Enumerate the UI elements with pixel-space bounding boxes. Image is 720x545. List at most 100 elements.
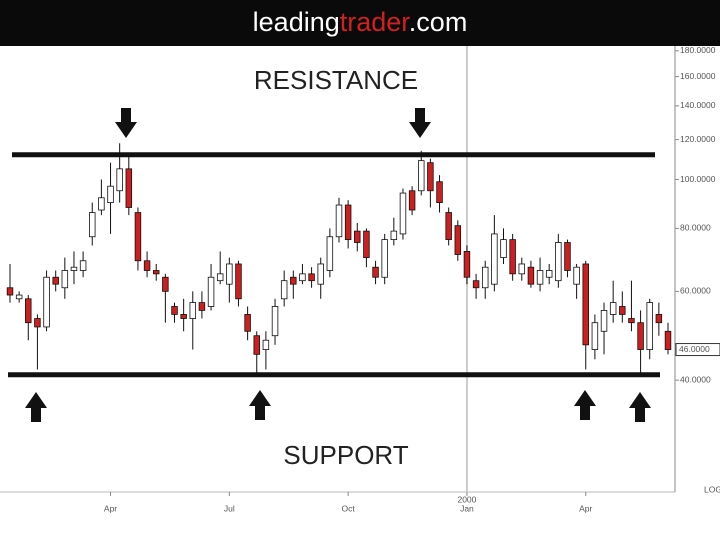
candle-body	[445, 212, 452, 241]
x-tick-label: Jul	[224, 503, 235, 513]
candle-body	[235, 263, 242, 300]
candle-body	[244, 314, 251, 332]
candle-body	[290, 276, 297, 285]
up-arrow	[629, 392, 651, 422]
candle-body	[25, 298, 32, 324]
y-tick-label: 80.0000	[680, 223, 711, 233]
brand-part: trader	[340, 7, 411, 37]
scale-label: LOG	[704, 484, 720, 494]
candle-body	[372, 266, 379, 278]
y-tick-label: 100.0000	[680, 174, 716, 184]
y-tick-label: 160.0000	[680, 71, 716, 81]
last-price-label: 46.0000	[679, 344, 710, 354]
candle-body	[500, 239, 507, 259]
candle-body	[427, 162, 434, 192]
y-tick-label: 120.0000	[680, 134, 716, 144]
candle-body	[143, 260, 151, 271]
candle-body	[308, 273, 315, 282]
candle-body	[70, 266, 78, 271]
candle-body	[116, 168, 123, 192]
candle-body	[363, 230, 370, 259]
header-bar	[0, 0, 720, 46]
candle-body	[481, 266, 489, 289]
up-arrow	[25, 392, 47, 422]
level-label: SUPPORT	[283, 440, 408, 470]
x-tick-label: Apr	[104, 503, 117, 513]
down-arrow	[115, 108, 137, 138]
y-tick-label: 180.0000	[680, 45, 716, 55]
candle-body	[15, 294, 23, 300]
candle-body	[637, 322, 644, 350]
candle-body	[162, 276, 169, 292]
candle-body	[207, 276, 215, 307]
candle-body	[664, 330, 672, 350]
up-arrow	[574, 390, 596, 420]
candle-body	[600, 310, 608, 332]
candle-body	[619, 306, 626, 315]
candle-body	[354, 230, 361, 243]
candle-body	[216, 273, 224, 282]
y-tick-label: 140.0000	[680, 100, 716, 110]
candle-body	[107, 185, 114, 203]
candle-body	[134, 212, 142, 262]
candle-body	[628, 318, 635, 324]
candle-body	[545, 270, 553, 278]
candle-body	[262, 339, 270, 350]
up-arrow	[249, 390, 271, 420]
candle-body	[98, 197, 105, 211]
candle-body	[555, 242, 562, 282]
candle-body	[536, 270, 544, 285]
brand-part: leading	[253, 7, 340, 37]
candle-body	[591, 322, 599, 350]
candle-body	[198, 302, 206, 311]
candle-body	[189, 302, 197, 319]
brand-part: .com	[409, 7, 468, 37]
candle-body	[582, 263, 589, 346]
candle-body	[280, 280, 288, 300]
y-tick-label: 60.0000	[680, 286, 711, 296]
x-tick-label: Oct	[342, 503, 356, 513]
candle-body	[381, 239, 388, 278]
candle-body	[253, 335, 260, 355]
candle-body	[89, 212, 96, 238]
brand: leadingtrader.com	[253, 7, 468, 37]
year-label: 2000	[457, 494, 476, 504]
candle-body	[472, 280, 480, 289]
candle-body	[344, 204, 352, 241]
candle-body	[34, 318, 41, 328]
x-tick-label: Jan	[460, 503, 474, 513]
candle-body	[390, 230, 398, 241]
candle-body	[463, 251, 471, 278]
candle-body	[518, 263, 526, 275]
candle-body	[326, 236, 334, 271]
candle-body	[573, 266, 580, 285]
candle-body	[436, 181, 443, 203]
candle-body	[655, 314, 663, 324]
candle-body	[454, 225, 462, 255]
candle-body	[52, 276, 59, 285]
candle-body	[646, 302, 653, 350]
candle-body	[271, 306, 279, 337]
candle-body	[171, 306, 178, 315]
candle-body	[564, 242, 571, 271]
candle-body	[79, 260, 87, 271]
candle-body	[527, 266, 535, 285]
y-tick-label: 40.0000	[680, 374, 711, 384]
candle-body	[335, 204, 343, 238]
candle-body	[299, 273, 306, 282]
candle-body	[6, 287, 14, 296]
candle-body	[491, 233, 498, 285]
arrows	[25, 108, 651, 422]
candle-body	[152, 270, 160, 275]
candle-body	[418, 160, 425, 192]
candle-body	[61, 270, 69, 289]
down-arrow	[409, 108, 431, 138]
candle-body	[226, 263, 233, 285]
candle-body	[399, 192, 407, 235]
candle-body	[125, 168, 133, 208]
candle-body	[317, 263, 324, 285]
level-label: RESISTANCE	[254, 65, 418, 95]
candle-body	[180, 314, 187, 319]
